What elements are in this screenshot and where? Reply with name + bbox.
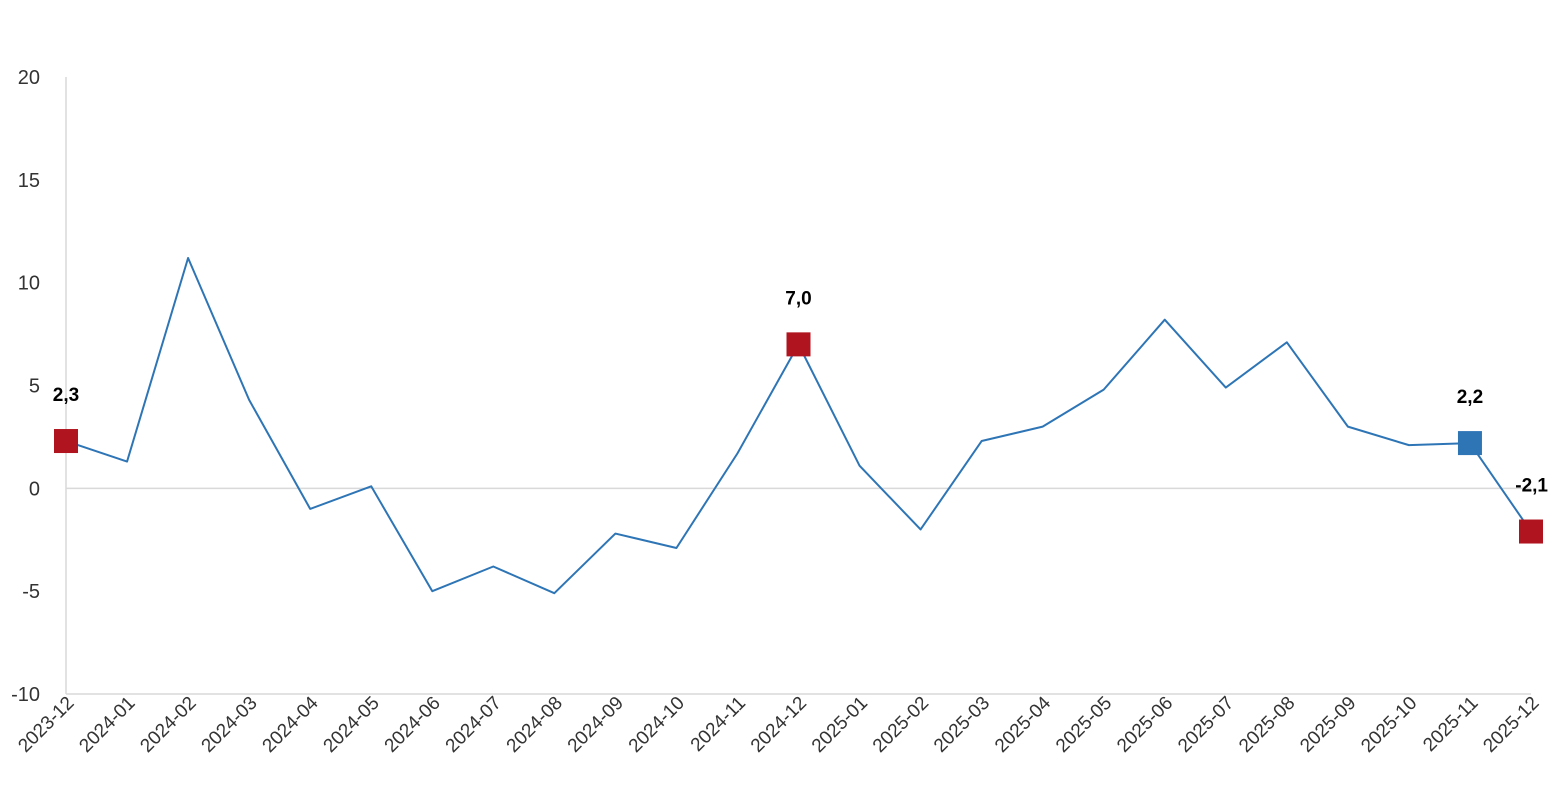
x-tick-label: 2025-02 [869,693,933,757]
x-tick-label: 2024-08 [503,693,567,757]
x-tick-label: 2025-11 [1419,693,1482,756]
data-point-marker [1457,431,1482,456]
x-tick-label: 2025-09 [1296,693,1360,757]
y-axis-ticks: -10 -5 0 5 10 15 20 [11,67,40,706]
x-tick-label: 2024-11 [687,693,750,756]
x-tick-label: 2025-08 [1235,693,1299,757]
x-axis-ticks: 2023-122024-012024-022024-032024-042024-… [14,692,1543,756]
y-tick-label: -5 [22,581,40,603]
y-tick-label: 20 [18,67,40,89]
x-tick-label: 2025-05 [1052,693,1116,757]
x-tick-label: 2024-09 [564,693,628,757]
x-tick-label: 2025-04 [991,692,1055,756]
chart-axes [65,77,1531,695]
data-label: 2,3 [53,385,79,406]
x-tick-label: 2024-04 [259,692,323,756]
x-tick-label: 2025-06 [1113,693,1177,757]
x-tick-label: 2025-07 [1174,693,1238,757]
x-tick-label: 2025-01 [808,693,872,757]
data-point-marker [54,429,78,454]
data-label: 2,2 [1457,387,1483,408]
data-labels: 2,3 7,0 2,2 -2,1 [53,288,1549,496]
highlight-markers [54,332,1543,544]
x-tick-label: 2024-12 [747,693,811,757]
data-point-marker [786,332,811,357]
x-tick-label: 2025-03 [930,693,994,757]
x-tick-label: 2024-10 [625,693,689,757]
y-tick-label: 10 [18,273,40,295]
x-tick-label: 2024-03 [198,693,262,757]
data-point-marker [1519,519,1543,544]
x-tick-label: 2024-02 [136,693,200,757]
y-tick-label: -10 [11,684,40,706]
x-tick-label: 2025-10 [1357,693,1421,757]
y-tick-label: 15 [18,170,40,192]
x-tick-label: 2024-06 [381,693,445,757]
data-label: 7,0 [785,288,811,309]
x-tick-label: 2024-07 [442,693,506,757]
x-tick-label: 2024-01 [75,693,139,757]
x-tick-label: 2025-12 [1479,693,1543,757]
data-label: -2,1 [1515,476,1548,497]
y-tick-label: 5 [29,376,40,398]
x-tick-label: 2024-05 [320,693,384,757]
y-tick-label: 0 [29,478,40,500]
